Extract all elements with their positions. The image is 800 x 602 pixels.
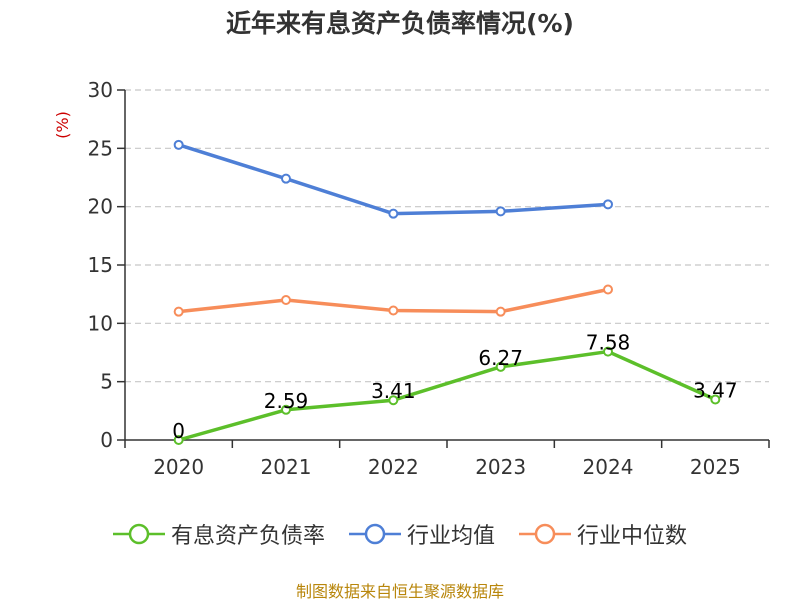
legend-marker [519, 523, 571, 545]
data-label: 0 [172, 419, 185, 443]
data-label: 2.59 [264, 389, 309, 413]
data-point [388, 305, 399, 316]
y-tick-label: 10 [88, 311, 113, 335]
y-axis-label: (%) [53, 111, 72, 139]
x-tick-label: 2023 [475, 455, 526, 479]
series-line-0 [178, 349, 717, 442]
source-note: 制图数据来自恒生聚源数据库 [295, 582, 504, 601]
data-point [495, 361, 506, 372]
legend-circle [534, 523, 556, 545]
data-point [388, 208, 399, 219]
chart-title: 近年来有息资产负债率情况(%) [226, 9, 574, 38]
data-point [173, 306, 184, 317]
data-point [495, 206, 506, 217]
data-point [710, 394, 721, 405]
data-point [281, 404, 291, 415]
data-point [173, 139, 184, 150]
legend-item[interactable]: 行业均值 [348, 518, 495, 550]
data-point [603, 284, 613, 295]
data-point [173, 435, 184, 445]
y-tick-label: 0 [100, 428, 113, 452]
data-label: 7.58 [586, 331, 631, 355]
legend-circle [364, 523, 386, 545]
data-point [495, 306, 506, 317]
data-label: 3.41 [371, 379, 416, 403]
x-tick-label: 2024 [583, 455, 634, 479]
legend-label: 行业均值 [406, 524, 495, 549]
y-tick-label: 30 [88, 78, 113, 102]
x-tick-label: 2021 [261, 455, 312, 479]
series-line-1 [178, 143, 609, 216]
y-tick-label: 15 [88, 253, 113, 277]
y-tick-label: 5 [100, 370, 113, 394]
y-tick-label: 20 [88, 195, 113, 219]
legend-item[interactable]: 有息资产负债率 [112, 518, 325, 550]
data-label: 6.27 [478, 346, 523, 370]
data-label: 3.47 [693, 379, 738, 403]
data-point [603, 199, 613, 210]
data-point [603, 346, 613, 357]
legend-item[interactable]: 行业中位数 [519, 518, 687, 550]
y-tick-label: 25 [88, 136, 113, 160]
x-tick-label: 2022 [368, 455, 419, 479]
data-point [388, 395, 399, 406]
x-tick-label: 2025 [690, 455, 741, 479]
legend-label: 有息资产负债率 [170, 524, 325, 549]
legend: 有息资产负债率 行业均值 行业中位数 [0, 518, 800, 550]
legend-marker [112, 523, 165, 545]
x-tick-label: 2020 [153, 455, 204, 479]
data-point [281, 295, 291, 305]
legend-circle [128, 523, 150, 545]
data-point [281, 173, 291, 184]
legend-label: 行业中位数 [577, 524, 688, 549]
legend-marker [348, 523, 401, 545]
